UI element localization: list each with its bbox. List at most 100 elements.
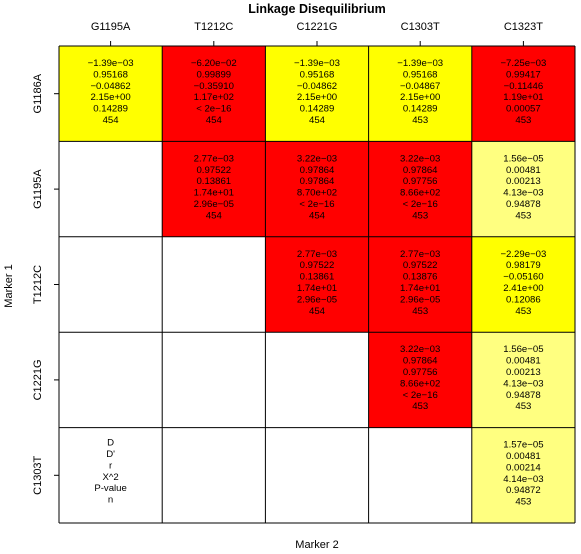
ld-cell-value: −6.20e−02 bbox=[191, 58, 237, 69]
ld-cell-fill bbox=[471, 236, 575, 333]
ld-cell-value: 0.00213 bbox=[506, 367, 541, 378]
ld-cell-value: 454 bbox=[309, 115, 326, 126]
legend-key-entry: D bbox=[107, 438, 114, 449]
ld-cell-value: 2.96e−05 bbox=[297, 294, 337, 305]
row-label: T1212C bbox=[32, 265, 44, 304]
ld-cell-value: 8.66e+02 bbox=[400, 378, 440, 389]
ld-cell-value: −2.29e−03 bbox=[500, 249, 546, 260]
ld-cell-value: 8.66e+02 bbox=[400, 188, 440, 199]
ld-cell-value: 0.95168 bbox=[93, 69, 128, 80]
ld-cell-value: 0.97864 bbox=[403, 165, 438, 176]
ld-cell-value: 0.97864 bbox=[403, 356, 438, 367]
row-label: C1303T bbox=[32, 455, 44, 494]
column-label: T1212C bbox=[194, 21, 233, 33]
ld-cell-value: 1.57e−05 bbox=[503, 440, 543, 451]
ld-cell-fill bbox=[162, 141, 266, 237]
column-label: C1323T bbox=[504, 21, 543, 33]
ld-cell-value: −7.25e−03 bbox=[500, 58, 546, 69]
ld-cell-T1212C-C1221G: 2.77e−030.975220.138611.74e+012.96e−0545… bbox=[265, 236, 369, 333]
ld-cell-value: 0.14289 bbox=[300, 104, 335, 115]
ld-cell-value: 1.74e+01 bbox=[297, 283, 337, 294]
ld-cell-G1195A-T1212C: 2.77e−030.975220.138611.74e+012.96e−0545… bbox=[162, 141, 266, 237]
ld-cell-value: 0.98179 bbox=[506, 260, 541, 271]
ld-cell-value: −0.05160 bbox=[503, 272, 543, 283]
ld-cell-value: 0.95168 bbox=[403, 69, 438, 80]
ld-cell-value: 3.22e−03 bbox=[297, 153, 337, 164]
ld-cell-value: 454 bbox=[309, 210, 326, 221]
ld-cell-value: 454 bbox=[206, 115, 223, 126]
row-labels: G1186A G1195A T1212C C1221G C1303T bbox=[32, 73, 59, 495]
ld-cell-value: 1.56e−05 bbox=[503, 344, 543, 355]
column-label: C1303T bbox=[401, 21, 440, 33]
ld-cell-fill bbox=[471, 141, 575, 237]
ld-cell-value: 453 bbox=[515, 306, 531, 317]
ld-cell-value: 0.94878 bbox=[506, 390, 541, 401]
ld-cell-value: −1.39e−03 bbox=[88, 58, 134, 69]
ld-cell-fill bbox=[162, 46, 266, 142]
ld-cell-value: 453 bbox=[412, 210, 428, 221]
column-label: G1195A bbox=[91, 21, 131, 33]
ld-cell-fill bbox=[265, 46, 369, 142]
legend-key-entry: n bbox=[108, 495, 113, 506]
ld-cell-value: 454 bbox=[103, 115, 120, 126]
row-label: G1195A bbox=[32, 169, 44, 209]
ld-cell-value: 0.13861 bbox=[196, 176, 231, 187]
ld-cell-value: 453 bbox=[412, 115, 428, 126]
ld-cell-value: 2.77e−03 bbox=[194, 153, 234, 164]
ld-cell-T1212C-C1323T: −2.29e−030.98179−0.051602.41e+000.120864… bbox=[471, 236, 575, 333]
ld-cell-value: 0.14289 bbox=[93, 104, 128, 115]
ld-cell-value: 2.41e+00 bbox=[503, 283, 543, 294]
ld-cell-G1186A-G1195A: −1.39e−030.95168−0.048622.15e+000.142894… bbox=[59, 46, 163, 142]
ld-cell-value: 2.77e−03 bbox=[297, 249, 337, 260]
ld-cell-G1186A-C1221G: −1.39e−030.95168−0.048622.15e+000.142894… bbox=[265, 46, 369, 142]
ld-cell-value: −1.39e−03 bbox=[397, 58, 443, 69]
ld-cell-G1186A-C1323T: −7.25e−030.99417−0.114461.19e+010.000574… bbox=[471, 46, 575, 142]
ld-cell-value: 2.15e+00 bbox=[90, 92, 130, 103]
legend-key-entry: X^2 bbox=[102, 472, 118, 483]
ld-cell-value: 454 bbox=[206, 210, 223, 221]
ld-cell-value: 0.00213 bbox=[506, 176, 541, 187]
ld-cell-fill bbox=[265, 141, 369, 237]
ld-cell-value: 453 bbox=[515, 210, 531, 221]
ld-cell-value: 0.97522 bbox=[403, 260, 438, 271]
ld-cell-value: 0.00481 bbox=[506, 165, 541, 176]
ld-cell-value: 0.13861 bbox=[300, 272, 335, 283]
ld-cell-value: 0.00214 bbox=[506, 462, 541, 473]
grid-layer bbox=[58, 45, 576, 524]
ld-cell-value: 0.97864 bbox=[300, 176, 335, 187]
ld-cell-value: 0.97756 bbox=[403, 176, 438, 187]
ld-cell-value: 453 bbox=[515, 497, 531, 508]
ld-cell-value: 2.96e−05 bbox=[194, 199, 234, 210]
ld-cell-value: 1.56e−05 bbox=[503, 153, 543, 164]
ld-cell-value: 3.22e−03 bbox=[400, 344, 440, 355]
ld-cell-value: 0.97864 bbox=[300, 165, 335, 176]
ld-cell-fill bbox=[368, 46, 472, 142]
ld-cell-value: 1.74e+01 bbox=[400, 283, 440, 294]
ld-cell-value: 8.70e+02 bbox=[297, 188, 337, 199]
ld-cell-value: 2.15e+00 bbox=[400, 92, 440, 103]
ld-cell-value: 2.77e−03 bbox=[400, 249, 440, 260]
ld-cell-value: −1.39e−03 bbox=[294, 58, 340, 69]
ld-cell-value: 0.00057 bbox=[506, 104, 541, 115]
ld-cell-value: 0.97522 bbox=[300, 260, 335, 271]
ld-cell-fill bbox=[471, 427, 575, 523]
ld-cell-value: 0.00481 bbox=[506, 451, 541, 462]
ld-cell-value: 2.96e−05 bbox=[400, 294, 440, 305]
ld-cell-value: 0.14289 bbox=[403, 104, 438, 115]
ld-cell-value: 1.19e+01 bbox=[503, 92, 543, 103]
x-axis-title: Marker 2 bbox=[295, 539, 338, 551]
ld-cell-value: 0.97756 bbox=[403, 367, 438, 378]
ld-cell-value: 0.97522 bbox=[196, 165, 231, 176]
ld-cell-value: 0.94872 bbox=[506, 485, 541, 496]
ld-cell-fill bbox=[471, 46, 575, 142]
ld-cell-value: 0.95168 bbox=[300, 69, 335, 80]
ld-cell-fill bbox=[471, 332, 575, 428]
ld-cell-fill bbox=[368, 141, 472, 237]
ld-cell-fill bbox=[368, 332, 472, 428]
y-axis-title: Marker 1 bbox=[3, 264, 15, 307]
